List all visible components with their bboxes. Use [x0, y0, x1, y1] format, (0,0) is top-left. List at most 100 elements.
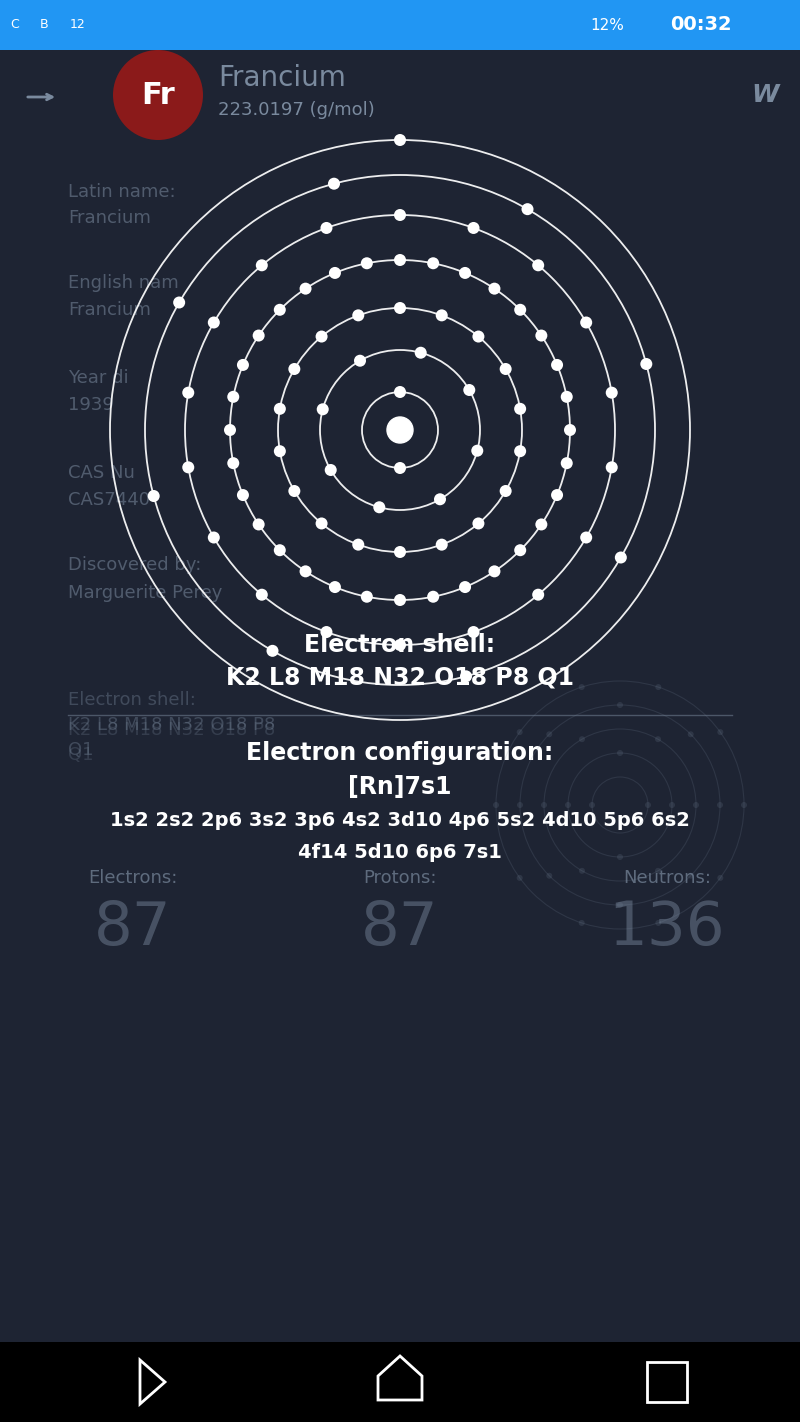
Circle shape: [274, 304, 286, 316]
Circle shape: [517, 802, 523, 808]
Text: C: C: [10, 18, 18, 31]
Circle shape: [578, 684, 585, 690]
Circle shape: [578, 920, 585, 926]
Circle shape: [688, 873, 694, 879]
Circle shape: [315, 518, 327, 529]
Text: CAS Nu: CAS Nu: [68, 464, 135, 482]
Circle shape: [113, 50, 203, 139]
Text: Electrons:: Electrons:: [88, 869, 178, 887]
Text: K2 L8 M18 N32 O18 P8 Q1: K2 L8 M18 N32 O18 P8 Q1: [226, 665, 574, 690]
Circle shape: [493, 802, 499, 808]
Circle shape: [473, 518, 485, 529]
Circle shape: [693, 802, 699, 808]
Text: Neutrons:: Neutrons:: [623, 869, 711, 887]
Circle shape: [394, 134, 406, 146]
Circle shape: [434, 493, 446, 505]
Circle shape: [718, 875, 723, 880]
Circle shape: [580, 317, 592, 328]
Text: K2 L8 M18 N32 O18 P8: K2 L8 M18 N32 O18 P8: [68, 721, 275, 739]
Circle shape: [317, 404, 329, 415]
Circle shape: [640, 358, 652, 370]
Circle shape: [321, 626, 333, 638]
Circle shape: [436, 310, 448, 321]
Circle shape: [463, 384, 475, 395]
Circle shape: [394, 255, 406, 266]
Text: Francium: Francium: [68, 301, 151, 319]
Circle shape: [354, 354, 366, 367]
Text: 87: 87: [94, 899, 172, 957]
Circle shape: [688, 731, 694, 737]
Circle shape: [535, 330, 547, 341]
Circle shape: [645, 802, 651, 808]
Circle shape: [237, 489, 249, 501]
Circle shape: [208, 317, 220, 328]
Circle shape: [580, 532, 592, 543]
Text: Discovered by:: Discovered by:: [68, 556, 202, 574]
Circle shape: [717, 802, 723, 808]
Circle shape: [561, 391, 573, 402]
Circle shape: [741, 802, 747, 808]
Text: Q1: Q1: [68, 741, 94, 759]
Text: 223.0197 (g/mol): 223.0197 (g/mol): [218, 101, 374, 119]
Circle shape: [617, 702, 623, 708]
Circle shape: [522, 203, 534, 215]
Circle shape: [460, 670, 472, 683]
Circle shape: [541, 802, 547, 808]
Circle shape: [274, 445, 286, 458]
Circle shape: [253, 519, 265, 530]
Circle shape: [394, 301, 406, 314]
Text: 12: 12: [70, 18, 86, 31]
Circle shape: [532, 259, 544, 272]
Circle shape: [617, 855, 623, 860]
Text: Electron shell:: Electron shell:: [68, 691, 196, 710]
Circle shape: [315, 330, 327, 343]
Circle shape: [256, 259, 268, 272]
Circle shape: [182, 387, 194, 398]
Bar: [0, 0, 800, 50]
Circle shape: [655, 737, 661, 742]
Circle shape: [148, 491, 160, 502]
Circle shape: [208, 532, 220, 543]
Circle shape: [546, 873, 552, 879]
Text: Francium: Francium: [68, 209, 151, 228]
Circle shape: [227, 391, 239, 402]
Circle shape: [427, 590, 439, 603]
Text: B: B: [40, 18, 49, 31]
Circle shape: [436, 539, 448, 550]
Circle shape: [459, 582, 471, 593]
Text: Year di: Year di: [68, 368, 129, 387]
Circle shape: [325, 464, 337, 476]
Circle shape: [352, 310, 364, 321]
Circle shape: [489, 283, 501, 294]
Circle shape: [237, 358, 249, 371]
Circle shape: [517, 729, 522, 735]
Circle shape: [615, 552, 627, 563]
Circle shape: [352, 539, 364, 550]
Circle shape: [617, 902, 623, 909]
Circle shape: [299, 566, 311, 577]
Text: CAS7440-: CAS7440-: [68, 491, 157, 509]
Circle shape: [606, 461, 618, 474]
Circle shape: [514, 402, 526, 415]
Circle shape: [394, 462, 406, 474]
Circle shape: [321, 222, 333, 235]
Circle shape: [266, 644, 278, 657]
Text: Electron configuration:: Electron configuration:: [246, 741, 554, 765]
Circle shape: [551, 358, 563, 371]
Circle shape: [329, 582, 341, 593]
Text: 00:32: 00:32: [670, 16, 732, 34]
Circle shape: [288, 485, 300, 498]
Text: Q1: Q1: [68, 747, 94, 764]
Circle shape: [535, 519, 547, 530]
Circle shape: [394, 385, 406, 398]
Circle shape: [489, 566, 501, 577]
Circle shape: [551, 489, 563, 501]
Circle shape: [471, 445, 483, 456]
Text: 1s2 2s2 2p6 3s2 3p6 4s2 3d10 4p6 5s2 4d10 5p6 6s2: 1s2 2s2 2p6 3s2 3p6 4s2 3d10 4p6 5s2 4d1…: [110, 811, 690, 829]
Circle shape: [500, 363, 512, 375]
Circle shape: [561, 456, 573, 469]
Text: Francium: Francium: [218, 64, 346, 92]
Circle shape: [500, 485, 512, 498]
Text: English nam: English nam: [68, 274, 178, 292]
Circle shape: [546, 731, 552, 737]
